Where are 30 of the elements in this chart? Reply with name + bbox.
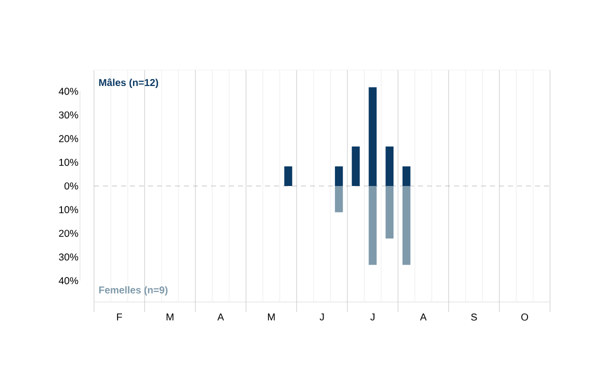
bar <box>334 186 343 212</box>
bar <box>284 166 292 186</box>
y-tick-label: 20% <box>59 135 78 142</box>
y-tick-label: 40% <box>58 88 78 95</box>
x-tick-label: S <box>471 314 477 321</box>
y-tick-label: 0% <box>64 182 78 190</box>
y-tick-label: 10% <box>59 158 78 166</box>
bar <box>352 146 360 186</box>
x-tick-label: J <box>370 314 374 320</box>
x-tick-label: A <box>217 314 224 320</box>
x-tick-label: J <box>320 314 324 320</box>
x-tick-label: O <box>521 314 528 321</box>
bar <box>368 87 377 186</box>
y-tick-label: 20% <box>59 230 78 237</box>
x-tick-label: A <box>420 314 427 320</box>
y-tick-label: 30% <box>58 254 78 261</box>
x-tick-label: M <box>268 314 275 320</box>
bar <box>402 186 410 265</box>
text: Mâles (n=12) <box>99 78 158 88</box>
y-tick-label: 30% <box>58 111 78 119</box>
text: Femelles (n=9) <box>99 286 168 296</box>
bar <box>386 186 394 239</box>
x-tick-label: M <box>166 314 174 320</box>
y-tick-label: 40% <box>58 277 78 284</box>
bar <box>334 166 343 186</box>
bar <box>368 186 377 265</box>
bar <box>402 166 410 186</box>
y-tick-label: 10% <box>59 206 78 214</box>
bar <box>386 146 394 186</box>
x-tick-label: F <box>117 314 122 320</box>
